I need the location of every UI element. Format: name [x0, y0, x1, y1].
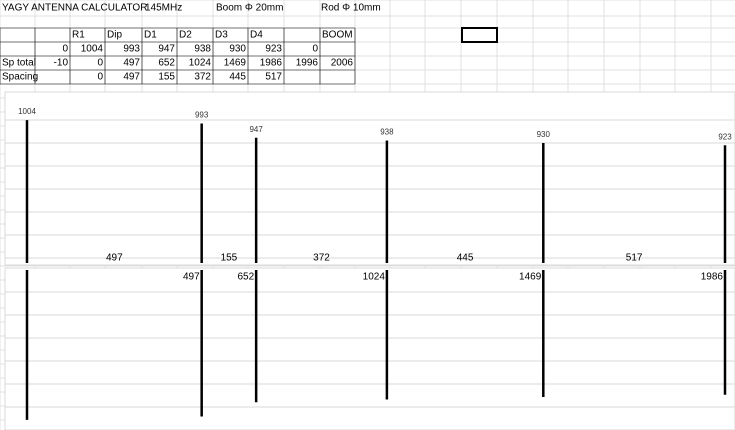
- table-cell: 517: [265, 72, 282, 83]
- table-cell: 497: [123, 72, 140, 83]
- table-cell: D4: [250, 30, 263, 41]
- position-label: 1469: [519, 272, 542, 283]
- table-cell: 0: [312, 44, 318, 55]
- spacing-label: 372: [313, 253, 330, 264]
- element-length-label: 993: [195, 111, 209, 120]
- position-label: 497: [183, 272, 200, 283]
- table-cell: 938: [194, 44, 211, 55]
- table-cell: R1: [72, 30, 85, 41]
- title-cell: Rod Φ 10mm: [321, 3, 381, 14]
- table-cell: 930: [229, 44, 246, 55]
- position-label: 652: [237, 272, 254, 283]
- table-cell: -10: [54, 58, 69, 69]
- chart-bottom-area: [4, 267, 735, 430]
- spacing-label: 517: [626, 253, 643, 264]
- table-cell: 445: [229, 72, 246, 83]
- table-cell: Sp total: [2, 58, 36, 69]
- element-length-label: 947: [249, 125, 263, 134]
- title-cell: 145MHz: [145, 3, 182, 14]
- selected-cell[interactable]: [461, 27, 498, 43]
- table-cell: Spacing: [2, 72, 38, 83]
- table-cell: Dip: [107, 30, 122, 41]
- element-length-label: 930: [537, 130, 551, 139]
- table-cell: D1: [144, 30, 157, 41]
- table-cell: 1024: [189, 58, 212, 69]
- table-cell: 497: [123, 58, 140, 69]
- position-label: 1986: [701, 272, 724, 283]
- title-cell: YAGY ANTENNA CALCULATOR: [2, 3, 147, 14]
- table-cell: 155: [158, 72, 175, 83]
- element-length-label: 938: [380, 128, 394, 137]
- title-cell: Boom Φ 20mm: [216, 3, 283, 14]
- table-cell: D3: [215, 30, 228, 41]
- spacing-label: 497: [106, 253, 123, 264]
- table-cell: 1469: [224, 58, 247, 69]
- element-length-label: 1004: [18, 107, 36, 116]
- spacing-label: 445: [457, 253, 474, 264]
- table-cell: 947: [158, 44, 175, 55]
- table-cell: 0: [62, 44, 68, 55]
- table-cell: 0: [97, 72, 103, 83]
- table-cell: BOOM: [322, 30, 353, 41]
- chart-top-area: [4, 91, 735, 266]
- table-cell: 652: [158, 58, 175, 69]
- table-cell: D2: [179, 30, 192, 41]
- element-length-label: 923: [718, 132, 732, 141]
- spacing-label: 155: [221, 253, 238, 264]
- table-cell: 1986: [260, 58, 283, 69]
- table-cell: 2006: [331, 58, 354, 69]
- table-cell: 372: [194, 72, 211, 83]
- position-label: 1024: [363, 272, 386, 283]
- table-cell: 0: [97, 58, 103, 69]
- table-cell: 1004: [81, 44, 104, 55]
- table-cell: 993: [123, 44, 140, 55]
- table-cell: 1996: [296, 58, 319, 69]
- table-cell: 923: [265, 44, 282, 55]
